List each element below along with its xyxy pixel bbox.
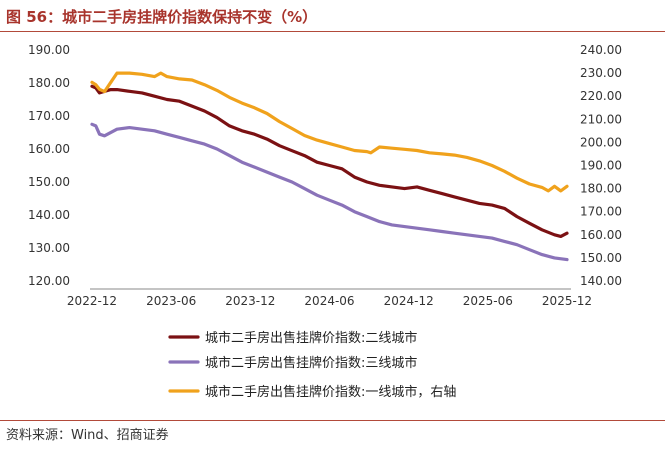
title-divider: [0, 31, 665, 32]
right-y-tick-label: 150.00: [580, 251, 622, 265]
legend-label: 城市二手房出售挂牌价指数:三线城市: [205, 355, 417, 371]
left-y-tick-label: 150.00: [28, 175, 70, 189]
right-y-tick-label: 140.00: [580, 274, 622, 288]
left-y-tick-label: 120.00: [28, 274, 70, 288]
right-y-tick-label: 160.00: [580, 228, 622, 242]
series-line-tier3: [90, 122, 569, 262]
x-tick-label: 2025-06: [463, 294, 513, 308]
series-layer: [90, 71, 569, 262]
x-axis: 2022-12 2023-06 2023-12 2024-06 2024-12 2025-…: [67, 288, 592, 308]
x-tick-label: 2023-12: [225, 294, 275, 308]
left-y-axis: 120.00 130.00 140.00 150.00 160.00 170.00 180.…: [28, 43, 70, 288]
right-y-tick-label: 200.00: [580, 135, 622, 149]
right-y-tick-label: 180.00: [580, 182, 622, 196]
source-note: 资料来源：Wind、招商证券: [6, 428, 169, 443]
left-y-tick-label: 180.00: [28, 76, 70, 90]
x-tick-label: 2024-12: [384, 294, 434, 308]
left-y-tick-label: 130.00: [28, 241, 70, 255]
x-tick-label: 2025-12: [542, 294, 592, 308]
right-y-tick-label: 240.00: [580, 43, 622, 57]
right-y-tick-label: 170.00: [580, 205, 622, 219]
right-y-tick-label: 210.00: [580, 112, 622, 126]
series-line-tier2: [90, 84, 569, 238]
right-y-tick-label: 230.00: [580, 66, 622, 80]
series-line-tier1: [90, 71, 569, 193]
left-y-tick-label: 140.00: [28, 208, 70, 222]
legend-label: 城市二手房出售挂牌价指数:二线城市: [205, 330, 417, 346]
right-y-axis: 140.00 150.00 160.00 170.00 180.00 190.00 200.…: [580, 43, 622, 288]
left-y-tick-label: 160.00: [28, 142, 70, 156]
source-divider: [0, 420, 665, 421]
x-tick-label: 2024-06: [304, 294, 354, 308]
x-tick-label: 2023-06: [146, 294, 196, 308]
line-chart: 120.00 130.00 140.00 150.00 160.00 170.00 180.…: [28, 43, 622, 400]
legend-label: 城市二手房出售挂牌价指数:一线城市，右轴: [205, 384, 456, 400]
left-y-tick-label: 190.00: [28, 43, 70, 57]
right-y-tick-label: 190.00: [580, 159, 622, 173]
right-y-tick-label: 220.00: [580, 89, 622, 103]
left-y-tick-label: 170.00: [28, 109, 70, 123]
chart-title: 图 56：城市二手房挂牌价指数保持不变（%）: [6, 8, 318, 26]
x-tick-label: 2022-12: [67, 294, 117, 308]
legend: 城市二手房出售挂牌价指数:二线城市城市二手房出售挂牌价指数:三线城市城市二手房出…: [168, 330, 456, 400]
